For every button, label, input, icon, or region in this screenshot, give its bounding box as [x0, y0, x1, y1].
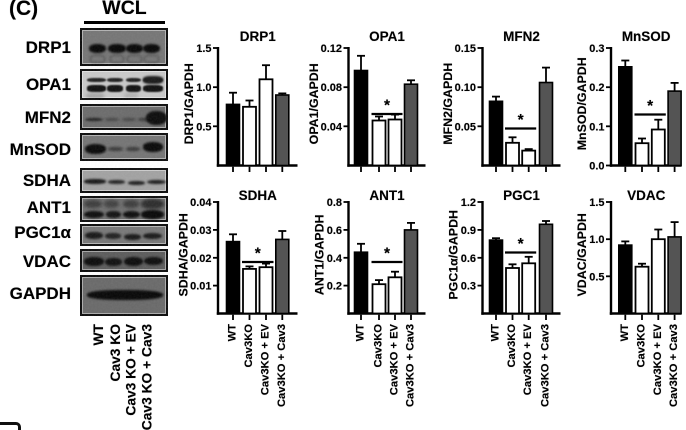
svg-text:Cav3KO + Cav3: Cav3KO + Cav3 [276, 324, 288, 407]
svg-text:0.04: 0.04 [190, 197, 212, 209]
svg-text:MFN2/GAPDH: MFN2/GAPDH [441, 63, 455, 145]
svg-text:WT: WT [91, 323, 106, 345]
svg-text:MnSOD: MnSOD [622, 29, 671, 44]
svg-text:Cav3KO: Cav3KO [636, 324, 648, 368]
svg-text:Cav3 KO + Cav3: Cav3 KO + Cav3 [140, 324, 155, 430]
svg-text:*: * [647, 98, 654, 115]
svg-text:WT: WT [355, 324, 367, 342]
svg-text:VDAC: VDAC [627, 188, 666, 203]
svg-text:Cav3KO: Cav3KO [506, 324, 518, 368]
svg-text:0.05: 0.05 [455, 121, 476, 133]
svg-text:1.0: 1.0 [589, 234, 604, 246]
svg-text:0.2: 0.2 [327, 281, 342, 293]
svg-text:Cav3KO: Cav3KO [373, 324, 385, 368]
svg-text:Cav3KO + Cav3: Cav3KO + Cav3 [668, 324, 680, 407]
svg-text:WT: WT [619, 324, 631, 342]
svg-text:0.03: 0.03 [190, 225, 211, 237]
svg-text:VDAC/GAPDH: VDAC/GAPDH [575, 213, 589, 296]
svg-text:0.10: 0.10 [455, 82, 476, 94]
svg-text:*: * [384, 98, 391, 115]
svg-text:*: * [255, 246, 262, 263]
svg-text:Cav3KO + EV: Cav3KO + EV [260, 323, 272, 395]
svg-text:*: * [518, 236, 525, 253]
svg-text:0.8: 0.8 [327, 197, 342, 209]
svg-text:Cav3KO + EV: Cav3KO + EV [389, 323, 401, 395]
svg-text:DRP1/GAPDH: DRP1/GAPDH [182, 63, 196, 144]
svg-text:0.15: 0.15 [455, 43, 476, 55]
svg-text:PGC1α/GAPDH: PGC1α/GAPDH [447, 210, 461, 300]
svg-text:0.3: 0.3 [461, 281, 476, 293]
svg-text:Cav3KO + EV: Cav3KO + EV [522, 323, 534, 395]
svg-text:0.02: 0.02 [190, 253, 211, 265]
svg-text:0.04: 0.04 [321, 121, 343, 133]
svg-text:OPA1: OPA1 [369, 29, 405, 44]
svg-text:0.9: 0.9 [461, 225, 476, 237]
svg-text:1.2: 1.2 [461, 197, 476, 209]
svg-text:1.0: 1.0 [196, 82, 211, 94]
svg-text:Cav3 KO: Cav3 KO [108, 324, 123, 382]
svg-text:0.6: 0.6 [327, 225, 342, 237]
svg-text:Cav3 KO + EV: Cav3 KO + EV [124, 323, 139, 415]
svg-text:0.2: 0.2 [589, 82, 604, 94]
svg-text:0.0: 0.0 [589, 161, 604, 173]
svg-text:PGC1: PGC1 [503, 188, 540, 203]
svg-text:OPA1/GAPDH: OPA1/GAPDH [307, 63, 321, 144]
svg-text:0.1: 0.1 [589, 121, 604, 133]
svg-text:DRP1: DRP1 [240, 29, 277, 44]
svg-text:*: * [518, 112, 525, 129]
svg-text:Cav3KO + EV: Cav3KO + EV [652, 323, 664, 395]
svg-text:MnSOD/GAPDH: MnSOD/GAPDH [575, 57, 589, 150]
svg-text:0.5: 0.5 [589, 271, 604, 283]
svg-text:0.5: 0.5 [196, 121, 211, 133]
svg-text:1.5: 1.5 [196, 43, 211, 55]
svg-text:*: * [384, 246, 391, 263]
svg-text:SDHA: SDHA [239, 188, 278, 203]
svg-text:ANT1: ANT1 [369, 188, 405, 203]
svg-text:0.4: 0.4 [327, 253, 343, 265]
svg-text:Cav3KO + Cav3: Cav3KO + Cav3 [405, 324, 417, 407]
svg-text:WT: WT [227, 324, 239, 342]
svg-text:SDHA/GAPDH: SDHA/GAPDH [177, 213, 191, 296]
svg-text:ANT1/GAPDH: ANT1/GAPDH [313, 214, 327, 295]
svg-text:0.01: 0.01 [190, 281, 211, 293]
svg-text:WT: WT [490, 324, 502, 342]
svg-text:1.5: 1.5 [589, 197, 604, 209]
svg-text:0.12: 0.12 [321, 43, 342, 55]
svg-text:Cav3KO + Cav3: Cav3KO + Cav3 [540, 324, 552, 407]
svg-text:Cav3KO: Cav3KO [243, 324, 255, 368]
svg-text:MFN2: MFN2 [503, 29, 540, 44]
svg-text:0.6: 0.6 [461, 253, 476, 265]
svg-text:0.08: 0.08 [321, 82, 342, 94]
svg-text:0.3: 0.3 [589, 43, 604, 55]
